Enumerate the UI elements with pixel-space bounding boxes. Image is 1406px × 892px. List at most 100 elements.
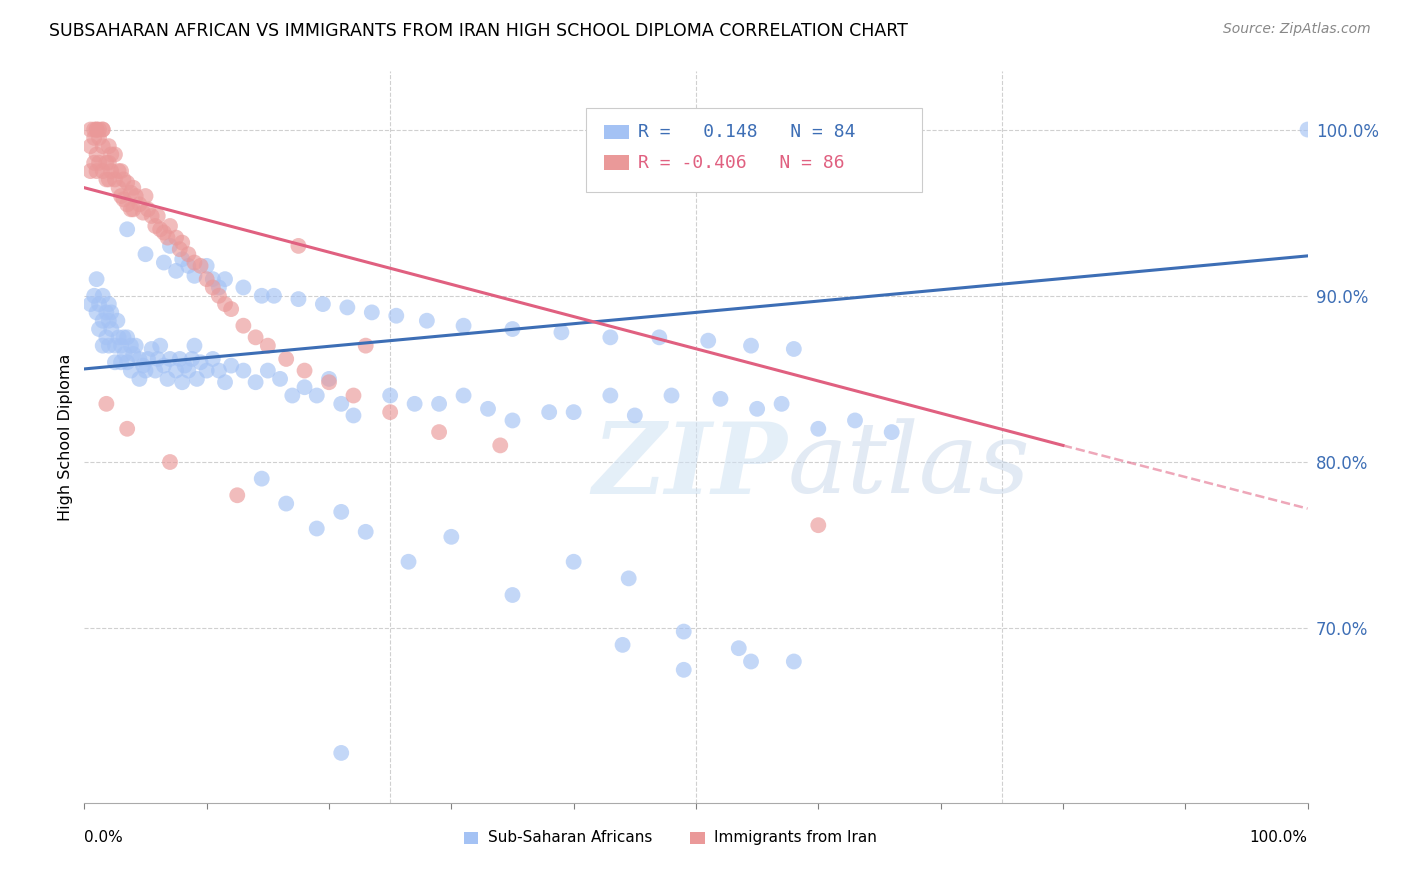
Point [87,122,110,136]
Point [132,359,155,373]
Point [159,351,181,366]
Point [1296,122,1319,136]
Point [97,297,120,311]
Point [96,305,118,319]
Point [86,272,108,286]
Point [115,197,138,211]
Point [97,172,120,186]
Point [214,272,236,286]
Point [783,655,806,669]
Point [115,422,138,436]
Point [245,375,267,389]
Point [880,425,903,439]
Bar [605,125,628,139]
Text: R = -0.406   N = 86: R = -0.406 N = 86 [638,153,845,172]
Point [97,338,120,352]
FancyBboxPatch shape [586,108,922,192]
Point [107,180,129,194]
Point [783,342,806,356]
Point [91,139,114,153]
Point [354,338,377,352]
Point [190,259,212,273]
Text: ZIP: ZIP [592,418,787,515]
Point [79,122,101,136]
Point [79,164,101,178]
Point [807,518,830,533]
Point [165,264,187,278]
Point [416,314,439,328]
Point [538,405,561,419]
Bar [690,832,704,844]
Point [250,289,273,303]
Point [122,180,145,194]
Point [105,314,128,328]
Point [269,372,291,386]
Point [91,122,114,136]
Point [427,397,450,411]
Point [120,363,142,377]
Point [159,455,181,469]
Point [110,189,132,203]
Point [104,355,127,369]
Point [86,122,108,136]
Point [112,330,135,344]
Point [398,555,420,569]
Point [136,351,159,366]
Point [79,139,101,153]
Point [125,189,148,203]
Point [305,521,328,535]
Text: R =   0.148   N = 84: R = 0.148 N = 84 [638,123,856,141]
Point [91,338,114,352]
Point [661,388,683,402]
Point [287,292,309,306]
Point [172,252,194,267]
Point [120,186,142,200]
Point [104,147,127,161]
Point [305,388,328,402]
Point [453,388,475,402]
Point [312,297,335,311]
Text: Sub-Saharan Africans: Sub-Saharan Africans [488,830,652,846]
Point [354,524,377,539]
Point [740,338,762,352]
Point [122,202,145,217]
Text: atlas: atlas [787,418,1031,514]
Point [276,351,298,366]
Point [128,351,150,366]
Point [83,155,105,169]
Point [100,305,122,319]
Point [550,326,572,340]
Point [195,272,218,286]
Point [672,624,695,639]
Point [186,372,208,386]
Point [104,338,127,352]
Point [287,239,309,253]
Point [86,164,108,178]
Point [599,330,621,344]
Point [208,363,231,377]
Point [114,347,136,361]
Text: 0.0%: 0.0% [84,830,124,846]
Point [172,375,194,389]
Point [115,355,138,369]
Point [86,305,108,319]
Point [183,338,205,352]
Point [165,230,187,244]
Point [336,301,359,315]
Point [110,338,132,352]
Point [96,155,118,169]
Point [91,314,114,328]
Point [318,375,340,389]
Point [294,363,316,377]
Point [87,155,110,169]
Point [294,380,316,394]
Point [156,372,179,386]
Point [232,318,254,333]
Point [727,641,749,656]
Point [502,588,524,602]
Point [385,309,408,323]
Point [709,392,731,406]
Point [195,259,218,273]
Bar [605,155,628,170]
Point [87,322,110,336]
